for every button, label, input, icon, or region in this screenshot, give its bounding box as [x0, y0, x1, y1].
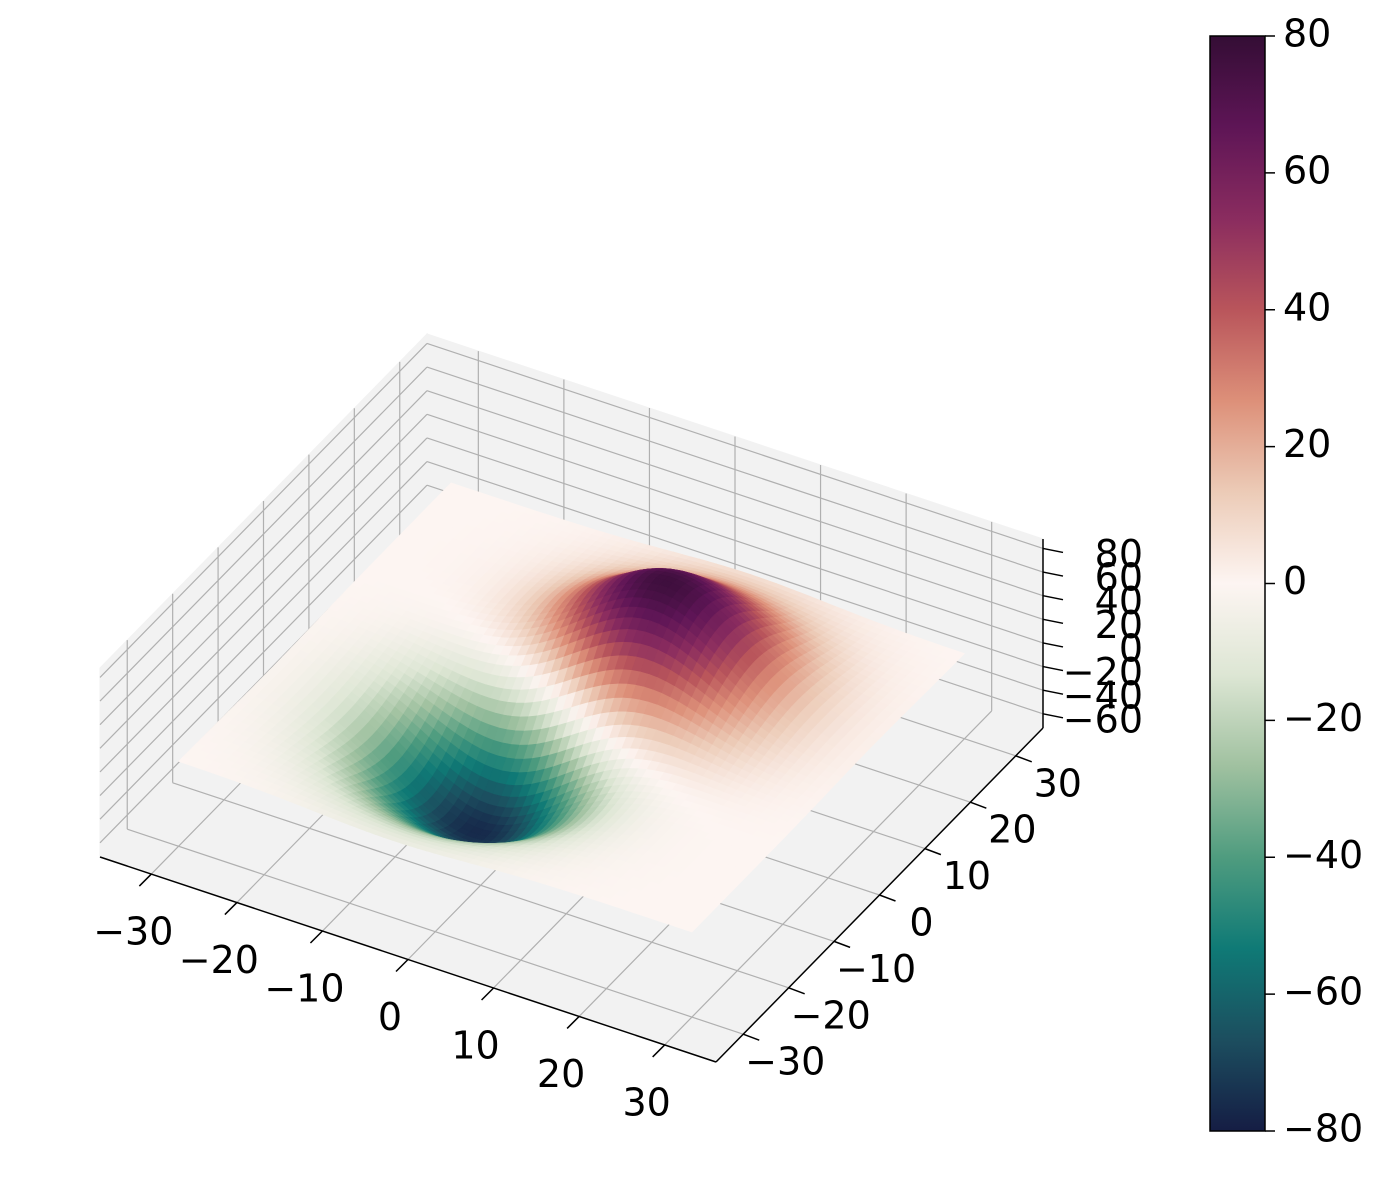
- gridline-y-floor: [127, 828, 744, 1035]
- x-tick-label: 30: [622, 1080, 670, 1124]
- x-tick: [395, 958, 409, 973]
- y-tick: [879, 894, 896, 902]
- z-tick: [1042, 665, 1064, 672]
- z-tick: [1042, 689, 1064, 695]
- gridline-z-left: [99, 461, 428, 796]
- colorbar-tick-label: −80: [1283, 1107, 1363, 1151]
- x-tick: [652, 1044, 666, 1058]
- x-tick-label: −10: [264, 967, 344, 1011]
- gridline-z-left: [99, 390, 428, 726]
- surface-mesh: [178, 482, 965, 933]
- y-tick-label: −10: [836, 947, 916, 991]
- x-tick-label: −30: [93, 910, 173, 954]
- gridline-z-left: [99, 343, 428, 678]
- gridline-z-back: [426, 390, 1044, 597]
- gridline-z-back: [426, 461, 1044, 668]
- gridline-z-left: [99, 484, 428, 820]
- z-tick: [1042, 571, 1064, 577]
- z-tick: [1042, 713, 1064, 719]
- z-tick: [1042, 618, 1064, 625]
- y-tick-label: 0: [909, 901, 933, 945]
- colorbar-gradient: [1209, 35, 1266, 1132]
- gridline-y-floor: [172, 782, 789, 989]
- y-tick-label: −20: [791, 993, 871, 1037]
- y-tick-label: 20: [988, 808, 1036, 852]
- z-tick: [1042, 547, 1064, 554]
- z-tick-label: 80: [1095, 532, 1143, 576]
- colorbar-tick-label: 0: [1283, 559, 1307, 603]
- y-tick-label: −30: [745, 1040, 825, 1084]
- colorbar-tick-label: 60: [1283, 148, 1331, 192]
- colorbar-tick-label: 20: [1283, 422, 1331, 466]
- x-tick: [224, 902, 238, 916]
- y-tick: [924, 847, 942, 856]
- gridline-z-back: [426, 366, 1044, 573]
- colorbar-tick-label: −20: [1283, 696, 1363, 740]
- z-tick: [1042, 594, 1064, 601]
- z-tick: [1042, 642, 1064, 648]
- y-tick: [970, 801, 987, 809]
- x-tick: [138, 873, 152, 887]
- x-tick: [481, 987, 495, 1001]
- y-tick: [1015, 755, 1033, 763]
- y-tick-label: 10: [943, 854, 991, 898]
- gridline-z-back: [426, 342, 1044, 550]
- x-tick: [566, 1015, 580, 1029]
- colorbar-tick-label: 40: [1283, 285, 1331, 329]
- gridline-z-left: [99, 413, 428, 749]
- gridline-z-back: [426, 437, 1044, 644]
- x-tick: [309, 930, 323, 944]
- y-tick-label: 30: [1034, 761, 1082, 805]
- gridline-z-back: [426, 413, 1044, 620]
- x-tick-label: 10: [451, 1023, 499, 1067]
- x-tick-label: 0: [378, 995, 402, 1039]
- x-tick-label: −20: [179, 938, 259, 982]
- gridline-z-left: [99, 366, 428, 702]
- x-tick-label: 20: [537, 1052, 585, 1096]
- colorbar: −80 −60 −40 −20 0 20 40 60 80: [1209, 12, 1363, 1151]
- colorbar-tick-label: 80: [1283, 12, 1331, 56]
- gridline-z-left: [99, 437, 428, 773]
- colorbar-ticks: −80 −60 −40 −20 0 20 40 60 80: [1265, 12, 1363, 1151]
- colorbar-tick-label: −60: [1283, 970, 1363, 1014]
- colorbar-tick-label: −40: [1283, 833, 1363, 877]
